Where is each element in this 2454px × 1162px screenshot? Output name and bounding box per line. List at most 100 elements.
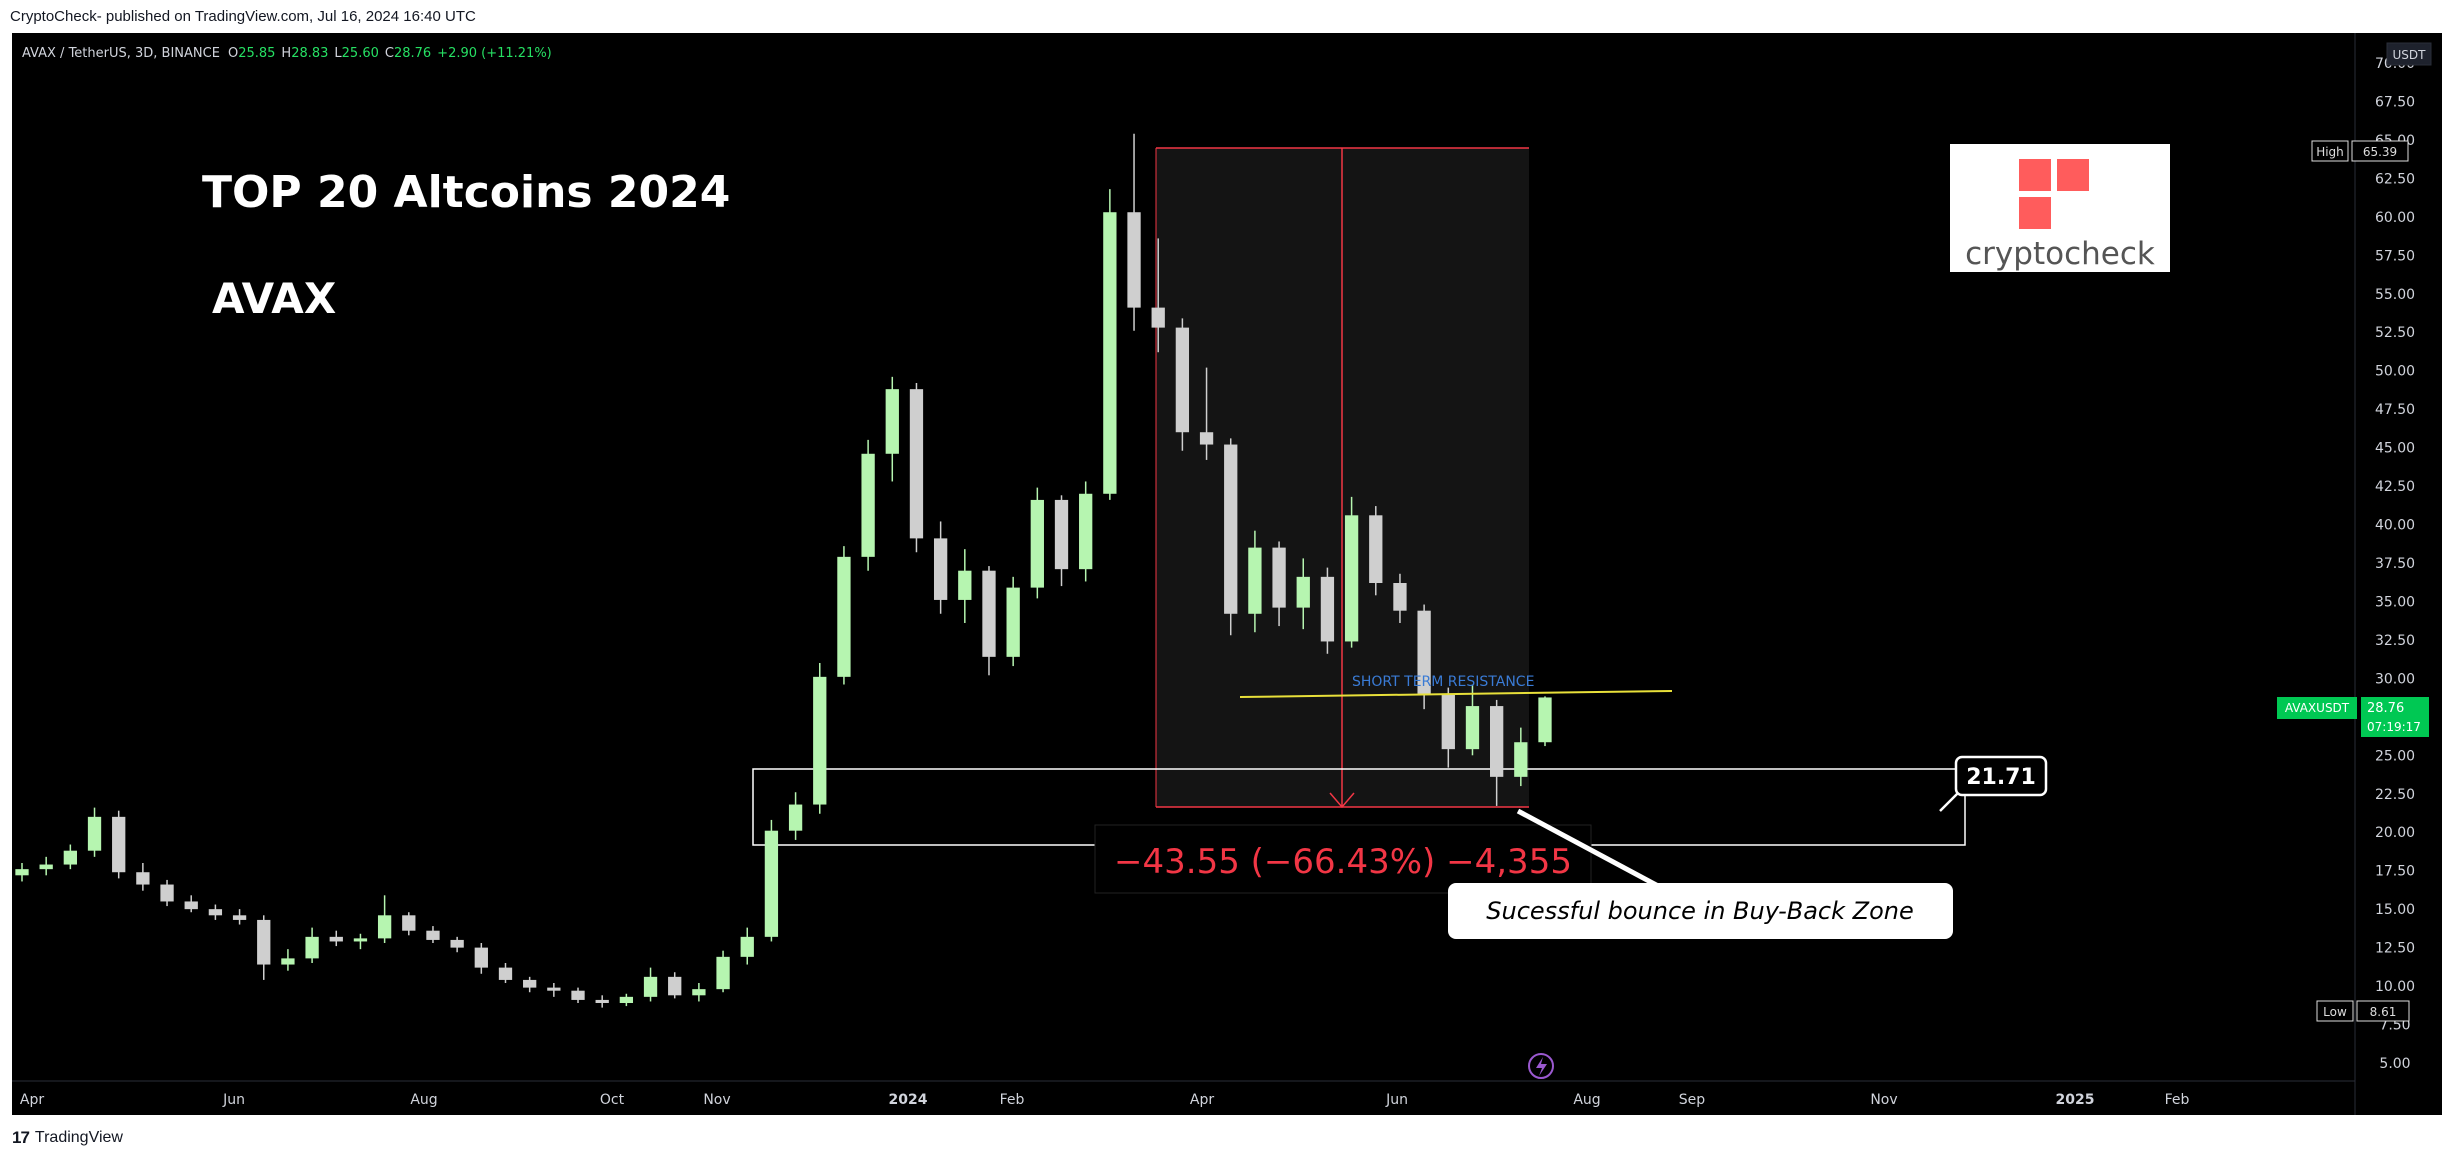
- candle-down[interactable]: [1199, 432, 1214, 445]
- candle-down[interactable]: [595, 999, 609, 1003]
- candle-down[interactable]: [160, 884, 174, 902]
- candle-down[interactable]: [1320, 576, 1335, 642]
- y-tick-label: 67.50: [2375, 94, 2415, 110]
- logo-square-1: [2019, 159, 2051, 191]
- candle-down[interactable]: [909, 389, 924, 539]
- candle-up[interactable]: [813, 676, 827, 805]
- candle-up[interactable]: [305, 936, 319, 959]
- candle-down[interactable]: [547, 987, 561, 991]
- candle-down[interactable]: [1441, 693, 1455, 750]
- candle-up[interactable]: [692, 989, 706, 996]
- candle-up[interactable]: [1030, 499, 1044, 588]
- candle-up[interactable]: [1465, 706, 1480, 750]
- lightning-icon[interactable]: [1528, 1053, 1554, 1079]
- candle-up[interactable]: [39, 864, 53, 870]
- currency-badge[interactable]: [2386, 42, 2432, 66]
- y-tick-label: 60.00: [2375, 210, 2415, 226]
- candle-down[interactable]: [498, 967, 513, 980]
- coin-name: AVAX: [212, 274, 336, 323]
- y-tick-label: 57.50: [2375, 248, 2415, 264]
- y-tick-label: 25.00: [2375, 748, 2415, 764]
- time-axis[interactable]: Apr Jun Aug Oct Nov 2024 Feb Apr Jun Aug Sep Nov 202…: [20, 1092, 2190, 1108]
- candle-up[interactable]: [281, 958, 295, 965]
- candle-down[interactable]: [668, 976, 682, 996]
- candle-down[interactable]: [1272, 547, 1286, 608]
- candle-up[interactable]: [377, 915, 392, 939]
- candle-down[interactable]: [1393, 583, 1407, 611]
- candle-up[interactable]: [63, 850, 77, 865]
- candle-down[interactable]: [426, 930, 440, 940]
- candle-up[interactable]: [1248, 547, 1262, 614]
- candle-down[interactable]: [1151, 307, 1165, 328]
- candle-up[interactable]: [1296, 576, 1310, 608]
- candle-up[interactable]: [1538, 697, 1552, 743]
- candle-down[interactable]: [1369, 515, 1383, 583]
- publish-info: CryptoCheck- published on TradingView.co…: [10, 8, 476, 25]
- x-tick-label: 2024: [889, 1092, 928, 1108]
- last-price: 28.76: [2367, 701, 2404, 716]
- candle-down[interactable]: [1224, 444, 1238, 614]
- callout-box[interactable]: [1954, 755, 2048, 797]
- candle-up[interactable]: [764, 830, 779, 937]
- candle-down[interactable]: [474, 947, 488, 968]
- candle-up[interactable]: [1344, 515, 1359, 642]
- measure-arrowhead: [1329, 792, 1355, 809]
- candle-down[interactable]: [1417, 610, 1431, 694]
- candle-up[interactable]: [15, 869, 29, 876]
- candle-down[interactable]: [232, 915, 247, 920]
- candle-down[interactable]: [571, 990, 585, 1000]
- footer-brand: TradingView: [34, 1129, 123, 1146]
- candle-up[interactable]: [788, 804, 803, 831]
- x-tick-label: Aug: [1573, 1092, 1600, 1108]
- y-tick-label: 50.00: [2375, 364, 2415, 380]
- x-tick-label: Feb: [1000, 1092, 1025, 1108]
- candle-up[interactable]: [740, 936, 754, 957]
- candle-down[interactable]: [1127, 212, 1141, 308]
- candle-down[interactable]: [1490, 706, 1504, 777]
- candle-up[interactable]: [87, 816, 102, 851]
- candle-up[interactable]: [958, 570, 972, 600]
- candle-up[interactable]: [1514, 742, 1528, 777]
- y-tick-label: 40.00: [2375, 518, 2415, 534]
- x-tick-label: Sep: [1679, 1092, 1706, 1108]
- candle-down[interactable]: [112, 816, 126, 873]
- candle-down[interactable]: [1054, 499, 1069, 570]
- bounce-note-box[interactable]: [1448, 883, 1953, 939]
- price-chart[interactable]: AVAX / TetherUS, 3D, BINANCE O25.85 H28.83…: [12, 33, 2442, 1115]
- y-tick-label: 37.50: [2375, 556, 2415, 572]
- candle-down[interactable]: [257, 919, 271, 965]
- candle-down[interactable]: [329, 936, 343, 942]
- candle-up[interactable]: [1006, 587, 1020, 657]
- countdown: 07:19:17: [2367, 720, 2421, 734]
- candle-down[interactable]: [136, 872, 150, 885]
- resistance-label: SHORT TERM RESISTANCE: [1352, 674, 1534, 690]
- low-value: 8.61: [2370, 1005, 2397, 1019]
- chart-area[interactable]: AVAX / TetherUS, 3D, BINANCE O25.85 H28.83…: [12, 33, 2442, 1115]
- candle-down[interactable]: [523, 979, 537, 988]
- candle-down[interactable]: [184, 901, 198, 910]
- candle-up[interactable]: [885, 389, 899, 454]
- candle-down[interactable]: [982, 570, 996, 657]
- tradingview-logo-icon: 17: [12, 1128, 30, 1147]
- candle-down[interactable]: [208, 909, 223, 916]
- candle-up[interactable]: [861, 453, 875, 557]
- candle-down[interactable]: [450, 939, 464, 948]
- candle-down[interactable]: [402, 915, 416, 931]
- footer: 17 TradingView: [12, 1128, 123, 1148]
- candle-up[interactable]: [837, 556, 851, 677]
- y-tick-label: 52.50: [2375, 325, 2415, 341]
- callout-pointer: [1939, 792, 1959, 812]
- x-tick-label: Jun: [222, 1092, 245, 1108]
- x-tick-label: Nov: [703, 1092, 730, 1108]
- resistance-line[interactable]: [1239, 690, 1673, 698]
- y-tick-label: 7.50: [2379, 1018, 2410, 1034]
- candle-up[interactable]: [1079, 493, 1093, 570]
- candle-down[interactable]: [1175, 327, 1190, 433]
- candle-up[interactable]: [619, 996, 634, 1003]
- candle-down[interactable]: [933, 538, 948, 600]
- candle-up[interactable]: [353, 938, 368, 942]
- candle-up[interactable]: [1103, 212, 1117, 494]
- candle-up[interactable]: [716, 956, 730, 990]
- candle-up[interactable]: [643, 976, 658, 997]
- y-tick-label: 5.00: [2379, 1056, 2410, 1072]
